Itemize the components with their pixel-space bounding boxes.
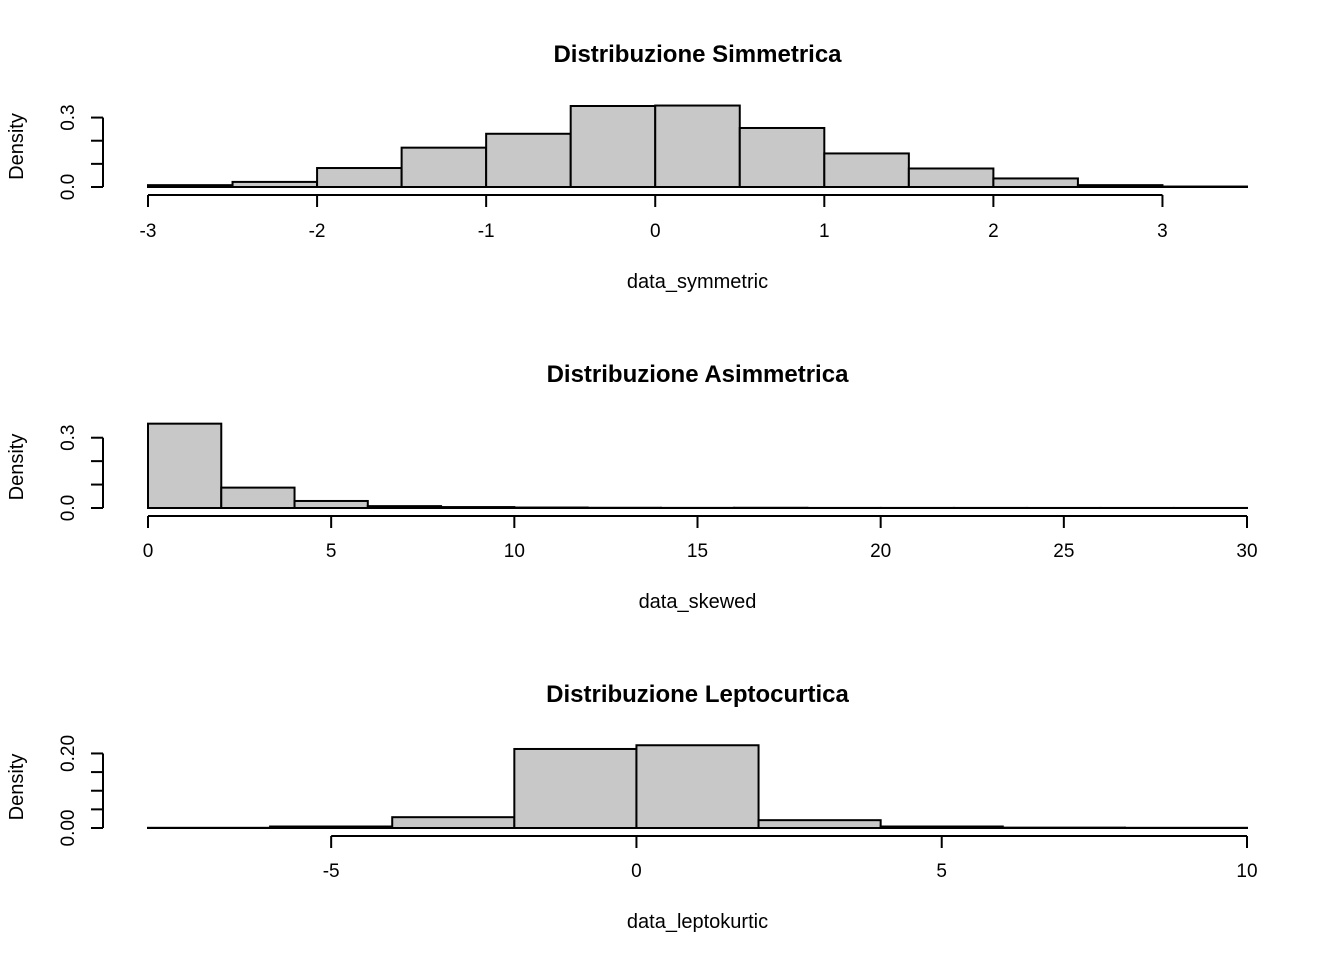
histogram-bar <box>823 152 910 188</box>
x-axis-label: data_skewed <box>639 591 757 613</box>
histogram-bar <box>293 499 369 510</box>
y-tick-label: 0.00 <box>58 810 79 847</box>
histogram-bar <box>992 177 1079 189</box>
histogram-bar <box>1076 184 1164 189</box>
histogram-bar <box>485 132 572 188</box>
x-tick-label: 5 <box>326 541 337 562</box>
x-tick-label: 1 <box>819 221 830 242</box>
histogram-bar <box>147 422 223 509</box>
x-tick-label: 10 <box>504 541 525 562</box>
panel-leptokurtic: Distribuzione Leptocurtica -5 0 5 10 data_lep… <box>6 681 1258 933</box>
histogram-bar <box>400 146 488 189</box>
x-tick-label: 20 <box>870 541 891 562</box>
y-tick-label: 0.3 <box>58 425 79 451</box>
x-tick-label: 25 <box>1053 541 1074 562</box>
histogram-bar <box>366 505 443 509</box>
panel-skewed: Distribuzione Asimmetrica 0 5 10 15 20 25 30 dat… <box>6 361 1258 613</box>
histogram-bar <box>907 167 995 189</box>
histogram-bar <box>220 486 296 510</box>
y-axis-label: Density <box>6 434 28 501</box>
histogram-bar <box>231 180 319 188</box>
x-tick-label: 30 <box>1236 541 1257 562</box>
histogram-bar <box>391 816 516 830</box>
chart-title-symmetric: Distribuzione Simmetrica <box>553 41 842 68</box>
histogram-bar <box>440 506 516 510</box>
histogram-bar <box>654 104 741 188</box>
x-tick-label: 0 <box>631 861 642 882</box>
y-tick-label: 0.0 <box>58 495 79 521</box>
y-tick-label: 0.0 <box>58 174 79 200</box>
x-tick-label: 15 <box>687 541 708 562</box>
y-axis-label: Density <box>6 113 28 180</box>
chart-title-leptokurtic: Distribuzione Leptocurtica <box>546 681 849 708</box>
histogram-bar <box>879 825 1004 830</box>
histogram-bar <box>147 184 234 189</box>
x-tick-label: 2 <box>988 221 999 242</box>
panel-symmetric: Distribuzione Simmetrica -3 -2 -1 0 1 2 3 data_s… <box>6 41 1249 293</box>
histogram-bar <box>738 126 826 189</box>
histogram-bar <box>569 105 657 188</box>
x-tick-label: 10 <box>1236 861 1257 882</box>
x-tick-label: 0 <box>650 221 661 242</box>
chart-title-skewed: Distribuzione Asimmetrica <box>547 361 850 388</box>
histogram-bar <box>757 819 882 830</box>
histogram-bar <box>513 747 638 829</box>
x-tick-label: -3 <box>140 221 157 242</box>
y-tick-label: 0.3 <box>58 104 79 130</box>
x-tick-label: -2 <box>309 221 326 242</box>
x-tick-label: 3 <box>1157 221 1168 242</box>
histogram-bar <box>269 825 394 830</box>
y-axis-label: Density <box>6 754 28 821</box>
x-tick-label: -1 <box>478 221 495 242</box>
histogram-bar <box>635 744 760 829</box>
histogram-bar <box>316 167 403 188</box>
x-axis-label: data_symmetric <box>627 271 768 293</box>
y-tick-label: 0.20 <box>58 735 79 772</box>
x-tick-label: 5 <box>936 861 947 882</box>
x-axis-label: data_leptokurtic <box>627 911 768 933</box>
x-tick-label: -5 <box>323 861 340 882</box>
x-tick-label: 0 <box>143 541 154 562</box>
